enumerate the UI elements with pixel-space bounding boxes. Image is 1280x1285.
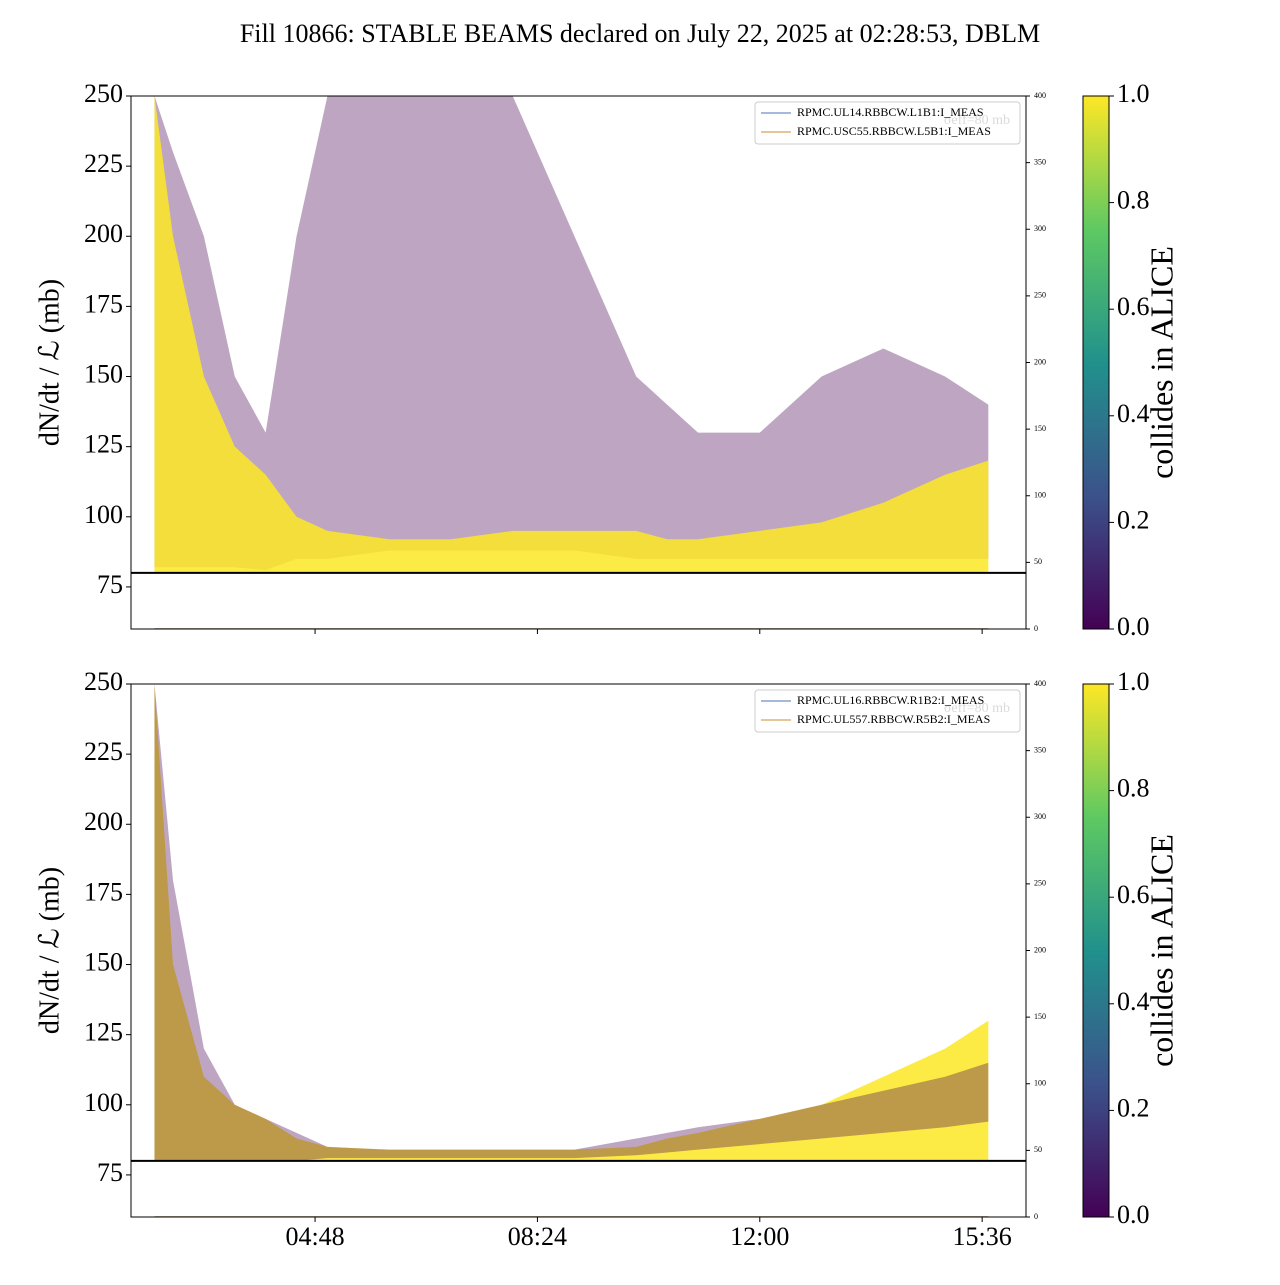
y-tick-label: 100 bbox=[84, 1088, 123, 1117]
y2-tick-label: 150 bbox=[1034, 424, 1046, 433]
y-axis-label: dN/dt / ℒ (mb) bbox=[34, 279, 65, 446]
y2-tick-label: 50 bbox=[1034, 557, 1042, 566]
y2-tick-label: 200 bbox=[1034, 357, 1046, 366]
y-tick-label: 150 bbox=[84, 947, 123, 976]
y-tick-label: 225 bbox=[84, 737, 123, 766]
density-band bbox=[154, 684, 989, 1161]
legend-label: RPMC.UL557.RBBCW.R5B2:I_MEAS bbox=[797, 712, 990, 726]
y-tick-label: 250 bbox=[84, 79, 123, 108]
density-band bbox=[154, 96, 989, 573]
colorbar-tick-label: 0.6 bbox=[1117, 880, 1150, 909]
y2-tick-label: 300 bbox=[1034, 224, 1046, 233]
y2-tick-label: 100 bbox=[1034, 1079, 1046, 1088]
y2-tick-label: 400 bbox=[1034, 91, 1046, 100]
colorbar-tick-label: 0.2 bbox=[1117, 505, 1150, 534]
density-band bbox=[154, 96, 989, 571]
y-tick-label: 100 bbox=[84, 500, 123, 529]
y-tick-label: 125 bbox=[84, 1018, 123, 1047]
colorbar-tick-label: 1.0 bbox=[1117, 667, 1150, 696]
legend: RPMC.UL16.RBBCW.R1B2:I_MEAS RPMC.UL557.RB… bbox=[754, 689, 1021, 733]
legend-label: RPMC.UL16.RBBCW.R1B2:I_MEAS bbox=[797, 693, 984, 707]
colorbar bbox=[1082, 683, 1110, 1218]
y-tick-label: 175 bbox=[84, 877, 123, 906]
y-tick-label: 250 bbox=[84, 667, 123, 696]
colorbar-tick-label: 1.0 bbox=[1117, 79, 1150, 108]
colorbar-tick-label: 0.4 bbox=[1117, 987, 1150, 1016]
legend-box bbox=[754, 101, 1021, 145]
y2-tick-label: 250 bbox=[1034, 291, 1046, 300]
y2-tick-label: 100 bbox=[1034, 491, 1046, 500]
legend-label: RPMC.UL14.RBBCW.L1B1:I_MEAS bbox=[797, 105, 984, 119]
x-tick-label: 12:00 bbox=[730, 1222, 789, 1251]
colorbar-tick-label: 0.2 bbox=[1117, 1093, 1150, 1122]
y-tick-label: 75 bbox=[97, 570, 123, 599]
colorbar-tick-label: 0.0 bbox=[1117, 612, 1150, 641]
legend-label: RPMC.USC55.RBBCW.L5B1:I_MEAS bbox=[797, 124, 991, 138]
colorbar-label: collides in ALICE bbox=[1143, 834, 1179, 1067]
y2-tick-label: 0 bbox=[1034, 1212, 1038, 1221]
y2-tick-label: 400 bbox=[1034, 679, 1046, 688]
density-band bbox=[154, 684, 989, 1161]
colorbar-tick-label: 0.8 bbox=[1117, 774, 1150, 803]
y2-tick-label: 350 bbox=[1034, 157, 1046, 166]
colorbar-tick-label: 0.8 bbox=[1117, 186, 1150, 215]
colorbar-label: collides in ALICE bbox=[1143, 246, 1179, 479]
colorbar bbox=[1082, 95, 1110, 630]
x-tick-label: 08:24 bbox=[508, 1222, 567, 1251]
colorbar-tick-label: 0.0 bbox=[1117, 1200, 1150, 1229]
y-tick-label: 200 bbox=[84, 807, 123, 836]
x-tick-label: 04:48 bbox=[285, 1222, 344, 1251]
y-tick-label: 125 bbox=[84, 430, 123, 459]
plot-area bbox=[154, 684, 989, 1217]
y-tick-label: 225 bbox=[84, 149, 123, 178]
legend-box bbox=[754, 689, 1021, 733]
y2-tick-label: 350 bbox=[1034, 745, 1046, 754]
y2-tick-label: 250 bbox=[1034, 879, 1046, 888]
y2-tick-label: 50 bbox=[1034, 1145, 1042, 1154]
colorbar-tick-label: 0.4 bbox=[1117, 399, 1150, 428]
colorbar-tick-label: 0.6 bbox=[1117, 292, 1150, 321]
y-tick-label: 200 bbox=[84, 219, 123, 248]
y-axis-label: dN/dt / ℒ (mb) bbox=[34, 867, 65, 1034]
legend: RPMC.UL14.RBBCW.L1B1:I_MEAS RPMC.USC55.RB… bbox=[754, 101, 1021, 145]
y2-tick-label: 200 bbox=[1034, 945, 1046, 954]
plot-area bbox=[154, 96, 989, 629]
y2-tick-label: 300 bbox=[1034, 812, 1046, 821]
y-tick-label: 150 bbox=[84, 359, 123, 388]
x-tick-label: 15:36 bbox=[953, 1222, 1012, 1251]
chart-title: Fill 10866: STABLE BEAMS declared on Jul… bbox=[240, 19, 1040, 48]
y2-tick-label: 0 bbox=[1034, 624, 1038, 633]
y-tick-label: 175 bbox=[84, 289, 123, 318]
y2-tick-label: 150 bbox=[1034, 1012, 1046, 1021]
y-tick-label: 75 bbox=[97, 1158, 123, 1187]
